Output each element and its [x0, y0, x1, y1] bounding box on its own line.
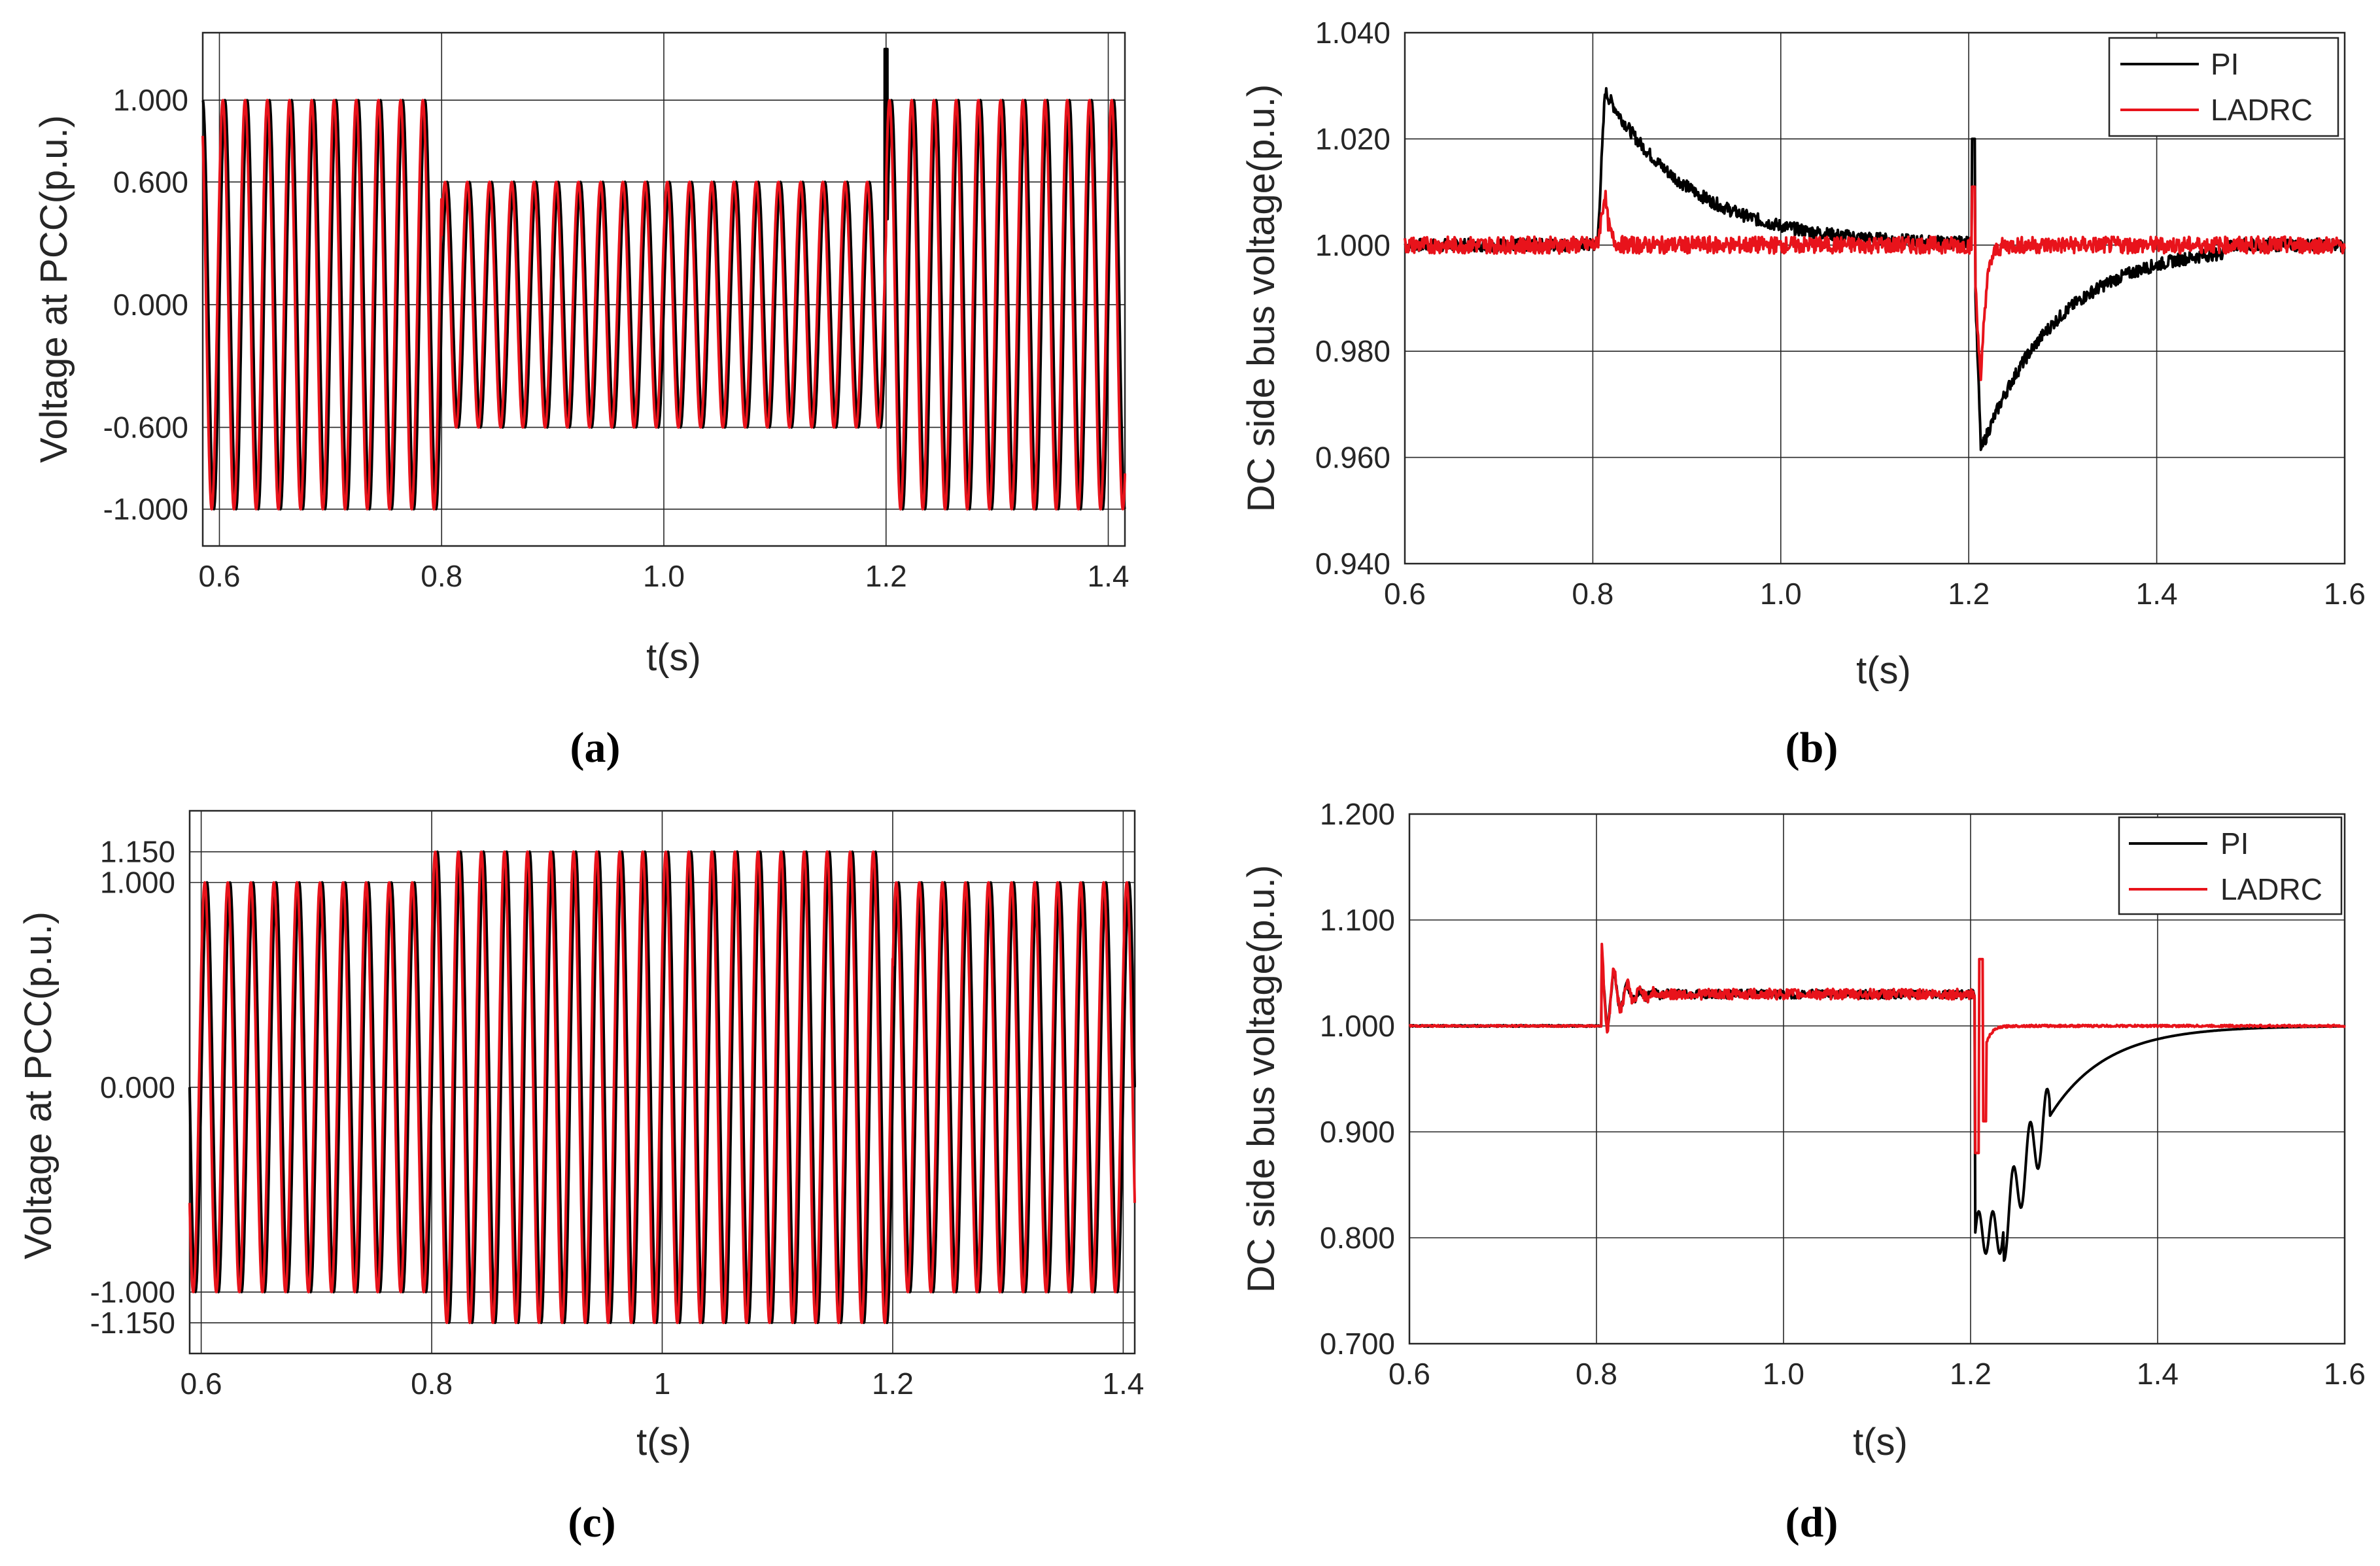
y-tick-label: 0.940	[1315, 547, 1390, 581]
legend-b: PI LADRC	[2108, 37, 2339, 137]
x-tick-label: 0.8	[411, 1367, 453, 1401]
legend-box-b	[2108, 37, 2339, 137]
series-a	[201, 48, 1126, 511]
panel-b: 0.6 0.8 1.0 1.2 1.4 1.6 1.040 1.020 1.000 0.980 0.…	[1240, 16, 2366, 772]
x-tick-label: 1.4	[1088, 559, 1130, 593]
x-tick-label: 1.2	[1948, 577, 1990, 611]
x-tick-label: 0.8	[1572, 577, 1613, 611]
series-line-ladrc	[1408, 942, 2346, 1155]
series-line-pi	[201, 48, 1126, 511]
y-tick-label: -1.000	[90, 1275, 175, 1309]
y-tick-label: 1.000	[1320, 1009, 1395, 1043]
y-tick-label: 1.000	[100, 866, 175, 900]
series-b	[1404, 87, 2346, 451]
panel-d: 0.6 0.8 1.0 1.2 1.4 1.6 1.200 1.100 1.000 0.900 0.…	[1240, 797, 2366, 1546]
y-tick-label: 0.800	[1320, 1221, 1395, 1255]
y-tick-label: 0.960	[1315, 441, 1390, 475]
x-tick-label: 0.6	[1384, 577, 1426, 611]
caption-d: (d)	[1785, 1499, 1838, 1546]
x-tick-label: 1.0	[643, 559, 685, 593]
ticks-b: 0.6 0.8 1.0 1.2 1.4 1.6 1.040 1.020 1.000 0.980 0.…	[1315, 16, 2366, 611]
legend-box-d	[2118, 816, 2343, 915]
x-tick-label: 1.6	[2324, 1357, 2366, 1391]
x-tick-label: 1.0	[1763, 1357, 1804, 1391]
x-tick-label: 0.6	[181, 1367, 222, 1401]
series-c	[188, 850, 1136, 1324]
xlabel-d: t(s)	[1853, 1421, 1908, 1463]
series-line-ladrc	[188, 850, 1136, 1324]
legend-label-pi-d: PI	[2220, 826, 2249, 860]
y-tick-label: 1.040	[1315, 16, 1390, 50]
xlabel-b: t(s)	[1856, 649, 1911, 692]
y-tick-label: -0.600	[103, 411, 188, 445]
caption-b: (b)	[1785, 724, 1838, 772]
y-tick-label: -1.000	[103, 492, 188, 526]
series-d	[1408, 942, 2346, 1262]
ylabel-b: DC side bus voltage(p.u.)	[1240, 84, 1283, 512]
x-tick-label: 1.4	[1102, 1367, 1144, 1401]
series-line-ladrc	[201, 99, 1126, 511]
x-tick-label: 0.8	[421, 559, 462, 593]
grid-a	[203, 33, 1125, 546]
y-tick-label: 1.020	[1315, 122, 1390, 156]
x-tick-label: 1	[654, 1367, 671, 1401]
panel-a: 0.6 0.8 1.0 1.2 1.4 1.000 0.600 0.000 -0.600 -1.0…	[33, 31, 1130, 772]
y-tick-label: 0.980	[1315, 334, 1390, 368]
y-tick-label: 0.000	[100, 1070, 175, 1104]
xlabel-c: t(s)	[636, 1421, 691, 1463]
y-tick-label: 0.700	[1320, 1327, 1395, 1361]
legend-label-ladrc-d: LADRC	[2220, 872, 2322, 906]
y-tick-label: 1.000	[113, 83, 188, 117]
caption-c: (c)	[568, 1499, 615, 1546]
x-tick-label: 1.2	[1950, 1357, 1992, 1391]
legend-label-pi-b: PI	[2211, 47, 2239, 81]
ylabel-d: DC side bus voltage(p.u.)	[1240, 865, 1283, 1293]
y-tick-label: -1.150	[90, 1306, 175, 1340]
x-tick-label: 1.2	[865, 559, 907, 593]
legend-label-ladrc-b: LADRC	[2211, 93, 2313, 127]
series-line-ladrc	[1404, 185, 2346, 381]
ticks-a: 0.6 0.8 1.0 1.2 1.4 1.000 0.600 0.000 -0.600 -1.0…	[103, 83, 1130, 593]
y-tick-label: 0.900	[1320, 1115, 1395, 1149]
y-tick-label: 1.000	[1315, 228, 1390, 262]
x-tick-label: 0.6	[199, 559, 241, 593]
ylabel-a: Voltage at PCC(p.u.)	[33, 115, 75, 463]
ylabel-c: Voltage at PCC(p.u.)	[17, 911, 60, 1259]
x-tick-label: 1.6	[2324, 577, 2366, 611]
y-tick-label: 0.000	[113, 288, 188, 322]
xlabel-a: t(s)	[646, 636, 701, 679]
x-tick-label: 0.8	[1576, 1357, 1617, 1391]
legend-d: PI LADRC	[2118, 816, 2343, 915]
x-tick-label: 1.4	[2136, 577, 2178, 611]
ticks-d: 0.6 0.8 1.0 1.2 1.4 1.6 1.200 1.100 1.000 0.900 0.…	[1320, 797, 2366, 1391]
y-tick-label: 1.200	[1320, 797, 1395, 831]
x-tick-label: 1.2	[872, 1367, 914, 1401]
caption-a: (a)	[570, 724, 621, 772]
series-line-pi	[188, 850, 1136, 1324]
x-tick-label: 1.0	[1760, 577, 1802, 611]
y-tick-label: 1.100	[1320, 903, 1395, 937]
y-tick-label: 0.600	[113, 165, 188, 199]
y-tick-label: 1.150	[100, 835, 175, 869]
grid-d	[1409, 813, 2345, 1344]
x-tick-label: 0.6	[1388, 1357, 1430, 1391]
x-tick-label: 1.4	[2137, 1357, 2179, 1391]
